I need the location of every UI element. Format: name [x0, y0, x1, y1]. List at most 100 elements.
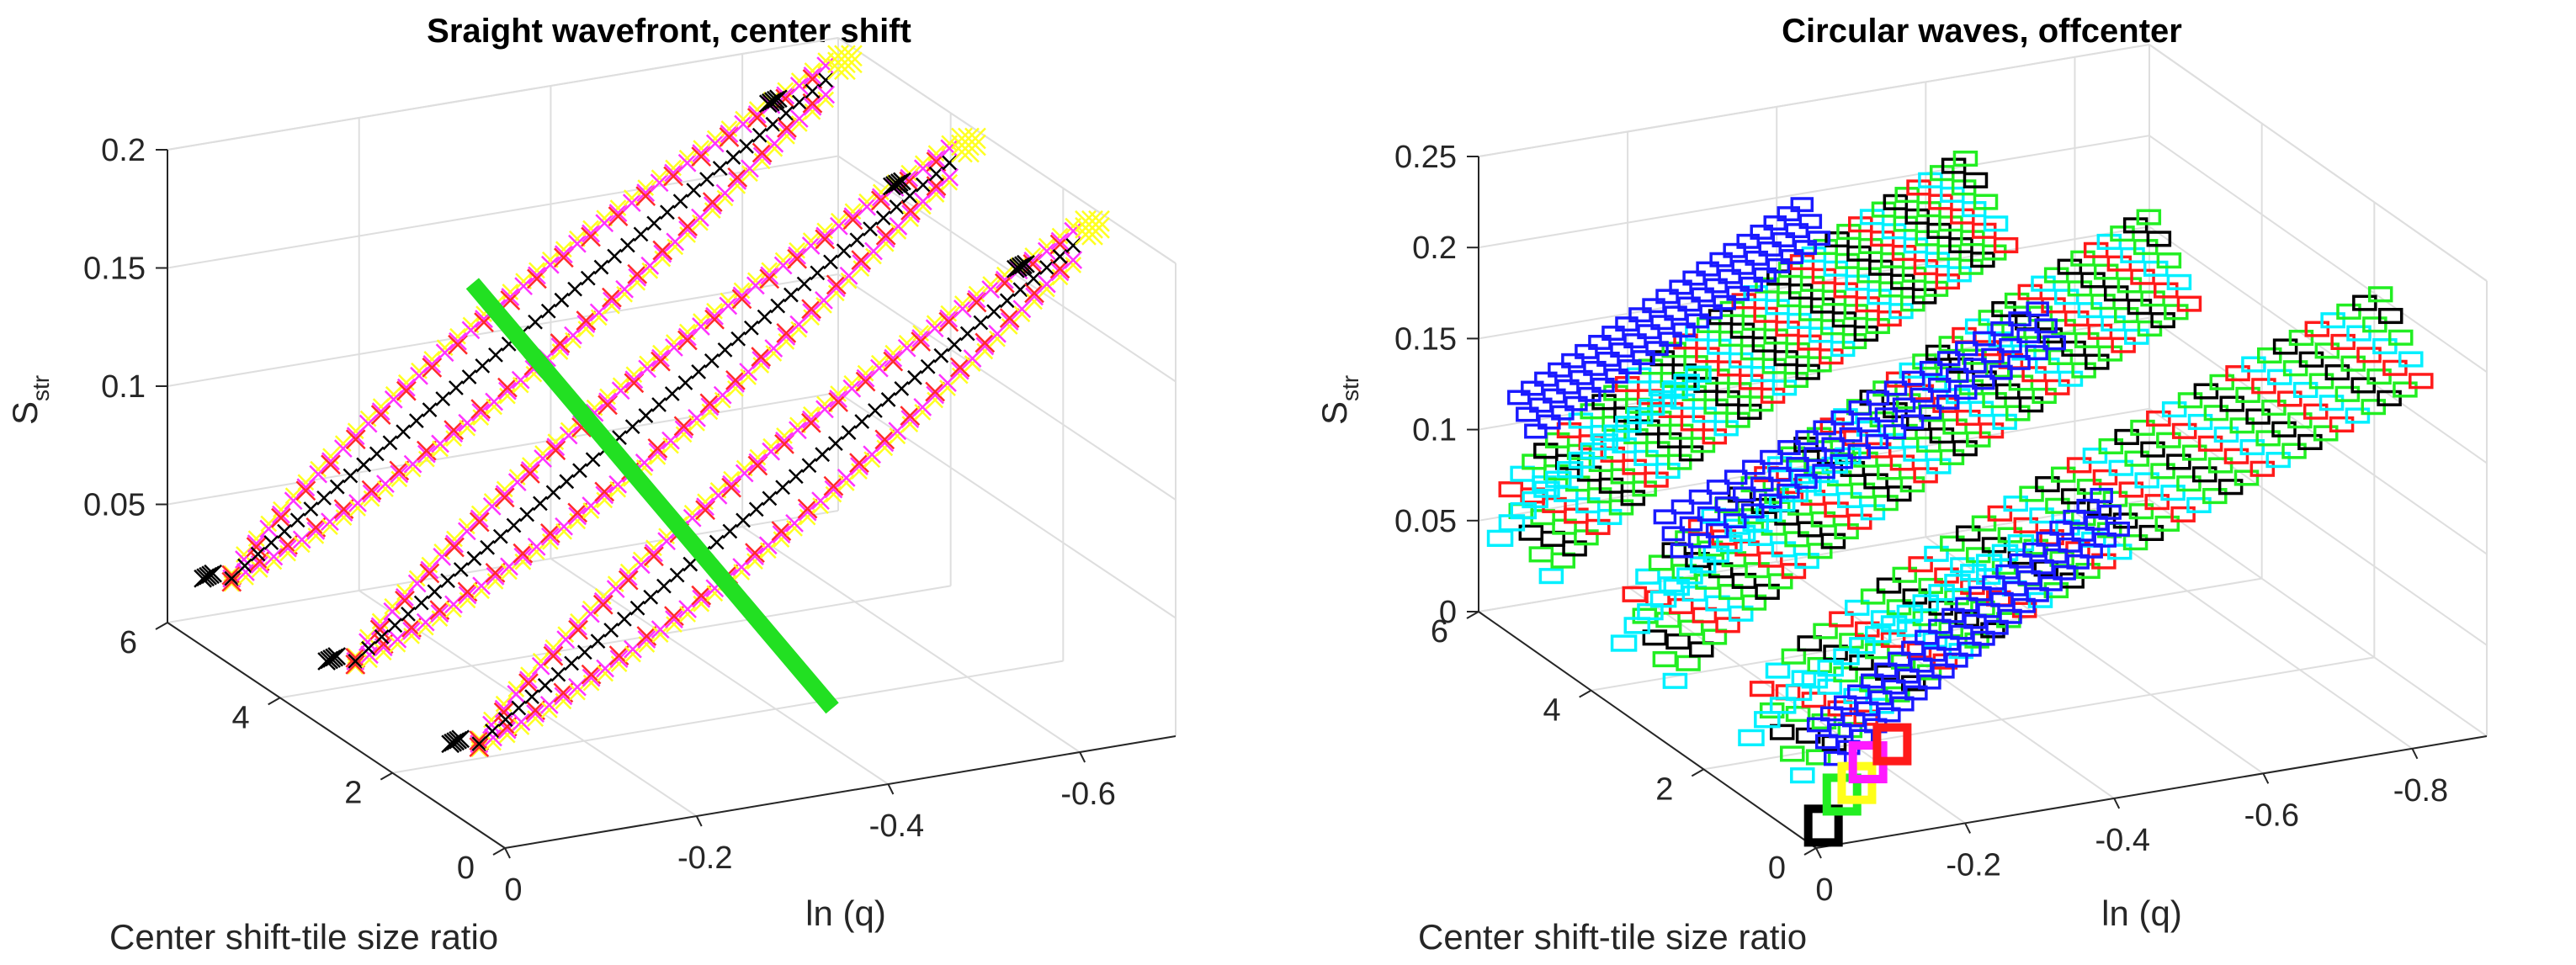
- y-tick-label: 6: [1431, 614, 1448, 650]
- red-marker: [1978, 422, 2005, 439]
- blue-marker: [2034, 318, 2058, 334]
- z-tick-label: 0: [1439, 595, 1457, 630]
- magenta-marker: [953, 300, 972, 318]
- red-marker: [2045, 379, 2070, 395]
- yellow-marker: [565, 331, 582, 349]
- blue-marker: [1821, 437, 1845, 453]
- black-marker: [576, 644, 592, 660]
- red-marker: [2013, 517, 2038, 533]
- black-marker: [440, 573, 455, 588]
- green-marker: [1745, 562, 1770, 579]
- yellow-marker: [720, 292, 737, 310]
- cyan-marker: [2166, 273, 2192, 290]
- blue-marker: [1813, 420, 1836, 436]
- blue-marker: [2022, 542, 2046, 558]
- red-marker: [443, 420, 465, 441]
- cyan-marker: [1926, 458, 1952, 475]
- yellow-marker: [279, 544, 296, 562]
- red-marker: [1955, 409, 1981, 427]
- yellow-marker: [310, 460, 327, 478]
- black-marker: [915, 177, 931, 193]
- blue-marker: [1883, 380, 1908, 396]
- blue-marker: [1677, 296, 1701, 312]
- blue-marker: [2026, 586, 2049, 602]
- red-marker: [370, 405, 391, 425]
- yellow-marker: [374, 644, 392, 661]
- yellow-marker: [733, 564, 751, 581]
- cyan-marker: [1845, 599, 1870, 616]
- yellow-marker: [569, 230, 586, 247]
- magenta-marker: [648, 442, 667, 461]
- blue-marker: [1570, 369, 1593, 385]
- black-marker: [1929, 427, 1955, 444]
- blue-marker: [1856, 417, 1881, 432]
- red-marker: [999, 308, 1020, 328]
- green-marker: [2176, 475, 2202, 492]
- red-marker: [745, 543, 765, 564]
- green-marker: [2048, 348, 2074, 365]
- green-marker: [2074, 331, 2100, 348]
- black-marker: [2150, 312, 2175, 329]
- yellow-marker: [679, 606, 696, 623]
- red-marker: [849, 453, 869, 474]
- yellow-marker: [812, 497, 829, 515]
- blue-marker: [1548, 362, 1571, 378]
- black-marker: [1963, 172, 1989, 188]
- cyan-marker: [2320, 312, 2345, 329]
- green-marker: [2202, 488, 2228, 505]
- red-marker: [2066, 457, 2092, 474]
- yellow-marker: [384, 597, 401, 615]
- black-marker: [1952, 440, 1978, 457]
- black-marker: [466, 550, 482, 566]
- green-line: [465, 278, 839, 714]
- blue-marker: [1538, 414, 1561, 430]
- z-tick-label: 0.2: [101, 133, 146, 168]
- green-marker: [2097, 345, 2123, 362]
- magenta-marker: [564, 326, 582, 345]
- magenta-marker: [528, 266, 546, 285]
- magenta-marker: [688, 409, 706, 427]
- blue-marker: [2025, 345, 2048, 361]
- blue-marker: [2042, 335, 2066, 351]
- yellow-marker: [532, 652, 550, 670]
- red-marker: [2409, 373, 2434, 390]
- green-marker: [2154, 515, 2180, 532]
- red-marker: [295, 480, 316, 501]
- magenta-marker: [816, 85, 836, 104]
- red-marker: [1987, 505, 2013, 522]
- magenta-marker: [842, 379, 862, 398]
- magenta-marker: [746, 276, 765, 295]
- blue-marker: [1709, 252, 1733, 268]
- magenta-marker: [638, 359, 657, 379]
- black-marker: [683, 556, 698, 572]
- yellow-marker: [433, 543, 451, 560]
- red-marker: [493, 702, 514, 723]
- yellow-marker: [459, 419, 476, 437]
- green-marker: [2004, 292, 2030, 309]
- yellow-marker: [599, 388, 616, 406]
- blue-marker: [1963, 613, 1987, 629]
- black-marker: [537, 677, 553, 693]
- yellow-marker: [666, 616, 683, 634]
- red-marker: [2304, 321, 2330, 337]
- blue-arm-3: [1806, 487, 2130, 766]
- blue-marker: [2017, 570, 2041, 586]
- cyan-marker: [1944, 574, 1971, 591]
- green-marker: [1971, 515, 1997, 532]
- black-marker: [2057, 258, 2083, 275]
- cyan-marker: [1790, 767, 1815, 784]
- green-marker: [2336, 303, 2361, 320]
- yellow-marker: [1081, 223, 1103, 246]
- yellow-marker: [307, 527, 325, 544]
- blue-marker: [1812, 464, 1835, 480]
- black-marker: [1955, 525, 1981, 542]
- black-marker: [691, 364, 707, 379]
- black-marker: [709, 534, 725, 550]
- magenta-marker: [360, 645, 379, 665]
- blue-marker: [1588, 334, 1612, 350]
- red-marker: [2176, 295, 2202, 312]
- black-marker: [2192, 466, 2217, 483]
- yellow-marker: [996, 266, 1013, 284]
- green-marker: [2233, 469, 2260, 486]
- green-marker: [1892, 566, 1918, 583]
